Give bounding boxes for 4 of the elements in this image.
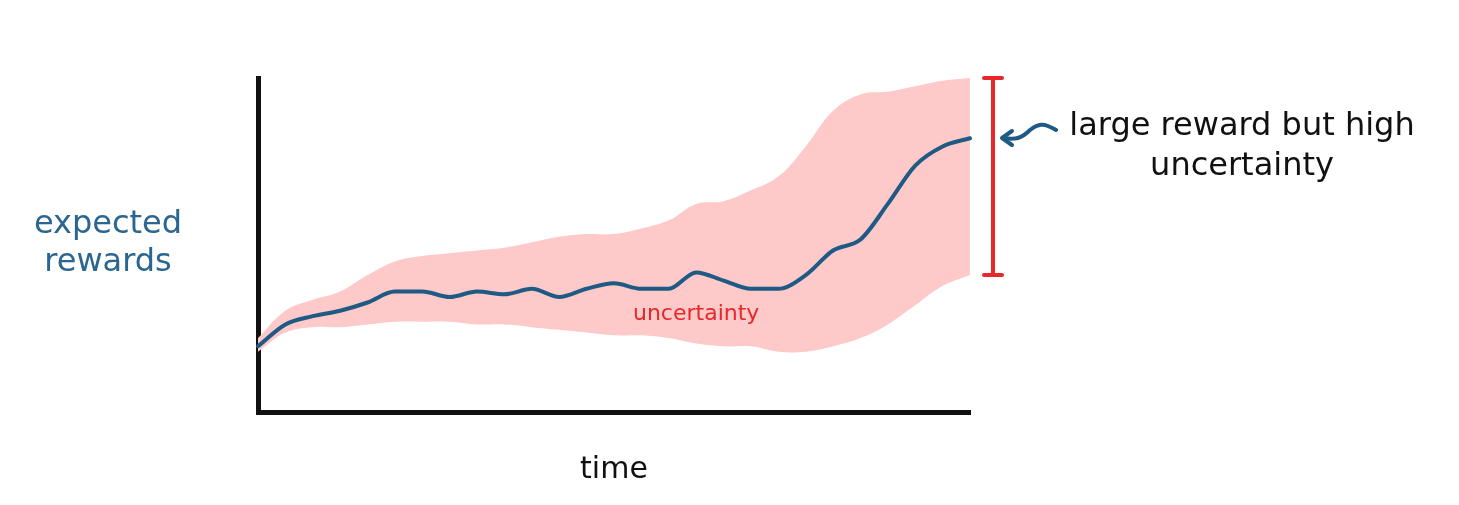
x-axis-title: time [580,449,648,485]
y-axis-title: expected rewards [32,203,184,279]
text: large reward but high uncertainty [1068,104,1416,185]
annotation: uncertainty [632,299,760,325]
